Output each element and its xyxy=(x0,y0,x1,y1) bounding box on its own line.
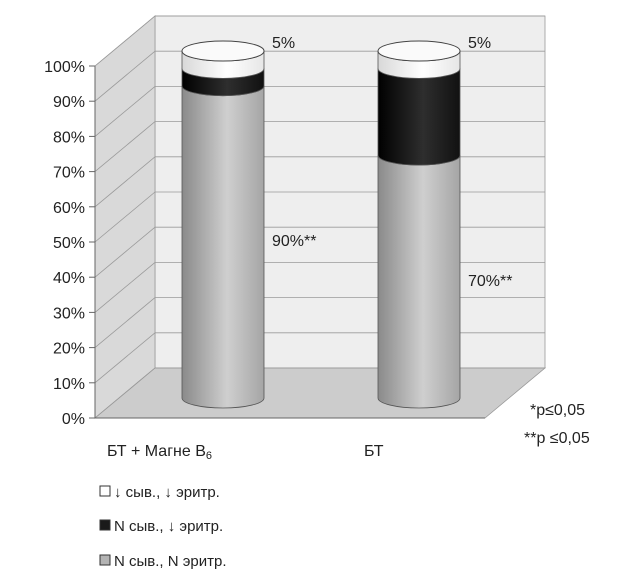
significance-notes: *p≤0,05 **p ≤0,05 xyxy=(524,402,590,447)
gridline-side xyxy=(94,121,156,172)
x-tick-label-subscript: 6 xyxy=(206,450,212,462)
legend-label: ↓ сыв., ↓ эритр. xyxy=(114,484,220,501)
x-tick-label: БТ + Магне B6 xyxy=(107,443,212,462)
y-tick-label: 30% xyxy=(53,305,85,322)
gridline-side xyxy=(94,50,156,102)
gridline-side xyxy=(94,191,156,243)
y-tick-label: 10% xyxy=(53,376,85,393)
y-tick-label: 0% xyxy=(62,411,85,428)
gridline-side xyxy=(94,332,156,384)
data-label: 90%** xyxy=(272,233,316,250)
y-tick-label: 40% xyxy=(53,270,85,287)
gridline-side xyxy=(94,367,156,419)
bar-segment xyxy=(181,85,265,409)
bar-top-cap xyxy=(377,40,461,62)
y-tick-labels: 0% 10% 20% 30% 40% 50% 60% 70% 80% 90% 100% xyxy=(44,59,85,428)
gridline-side xyxy=(94,297,156,348)
note-text: **p ≤0,05 xyxy=(524,430,590,447)
gridline-side xyxy=(94,86,156,137)
y-tick-label: 60% xyxy=(53,200,85,217)
legend-swatch xyxy=(99,485,111,497)
y-tick-label: 90% xyxy=(53,94,85,111)
chart-legend: ↓ сыв., ↓ эритр. N сыв., ↓ эритр. N сыв., … xyxy=(99,484,227,570)
chart-walls xyxy=(93,15,547,419)
gridline-side xyxy=(94,15,156,67)
bar-segment xyxy=(377,68,461,166)
legend-swatch xyxy=(99,554,111,566)
data-labels: 5% 5% 90%** 70%** xyxy=(272,35,512,290)
y-tick-label: 20% xyxy=(53,341,85,358)
gridline-side xyxy=(94,156,156,208)
data-label: 5% xyxy=(468,35,491,52)
legend-label: N сыв., N эритр. xyxy=(114,553,227,570)
legend-swatch xyxy=(99,519,111,531)
bar-top-cap xyxy=(181,40,265,62)
y-tick-label: 70% xyxy=(53,165,85,182)
legend-label: N сыв., ↓ эритр. xyxy=(114,518,223,535)
x-tick-labels: БТ + Магне B6 БТ xyxy=(107,443,384,462)
note-text: *p≤0,05 xyxy=(530,402,585,419)
x-tick-label: БТ xyxy=(364,443,384,460)
gridline-side xyxy=(94,226,156,278)
data-label: 70%** xyxy=(468,273,512,290)
bar-segment xyxy=(377,155,461,409)
y-tick-label: 50% xyxy=(53,235,85,252)
gridline-side xyxy=(94,262,156,313)
y-tick-label: 80% xyxy=(53,129,85,146)
floor xyxy=(93,367,547,419)
y-tick-label: 100% xyxy=(44,59,85,76)
data-label: 5% xyxy=(272,35,295,52)
chart-bars xyxy=(181,40,461,409)
